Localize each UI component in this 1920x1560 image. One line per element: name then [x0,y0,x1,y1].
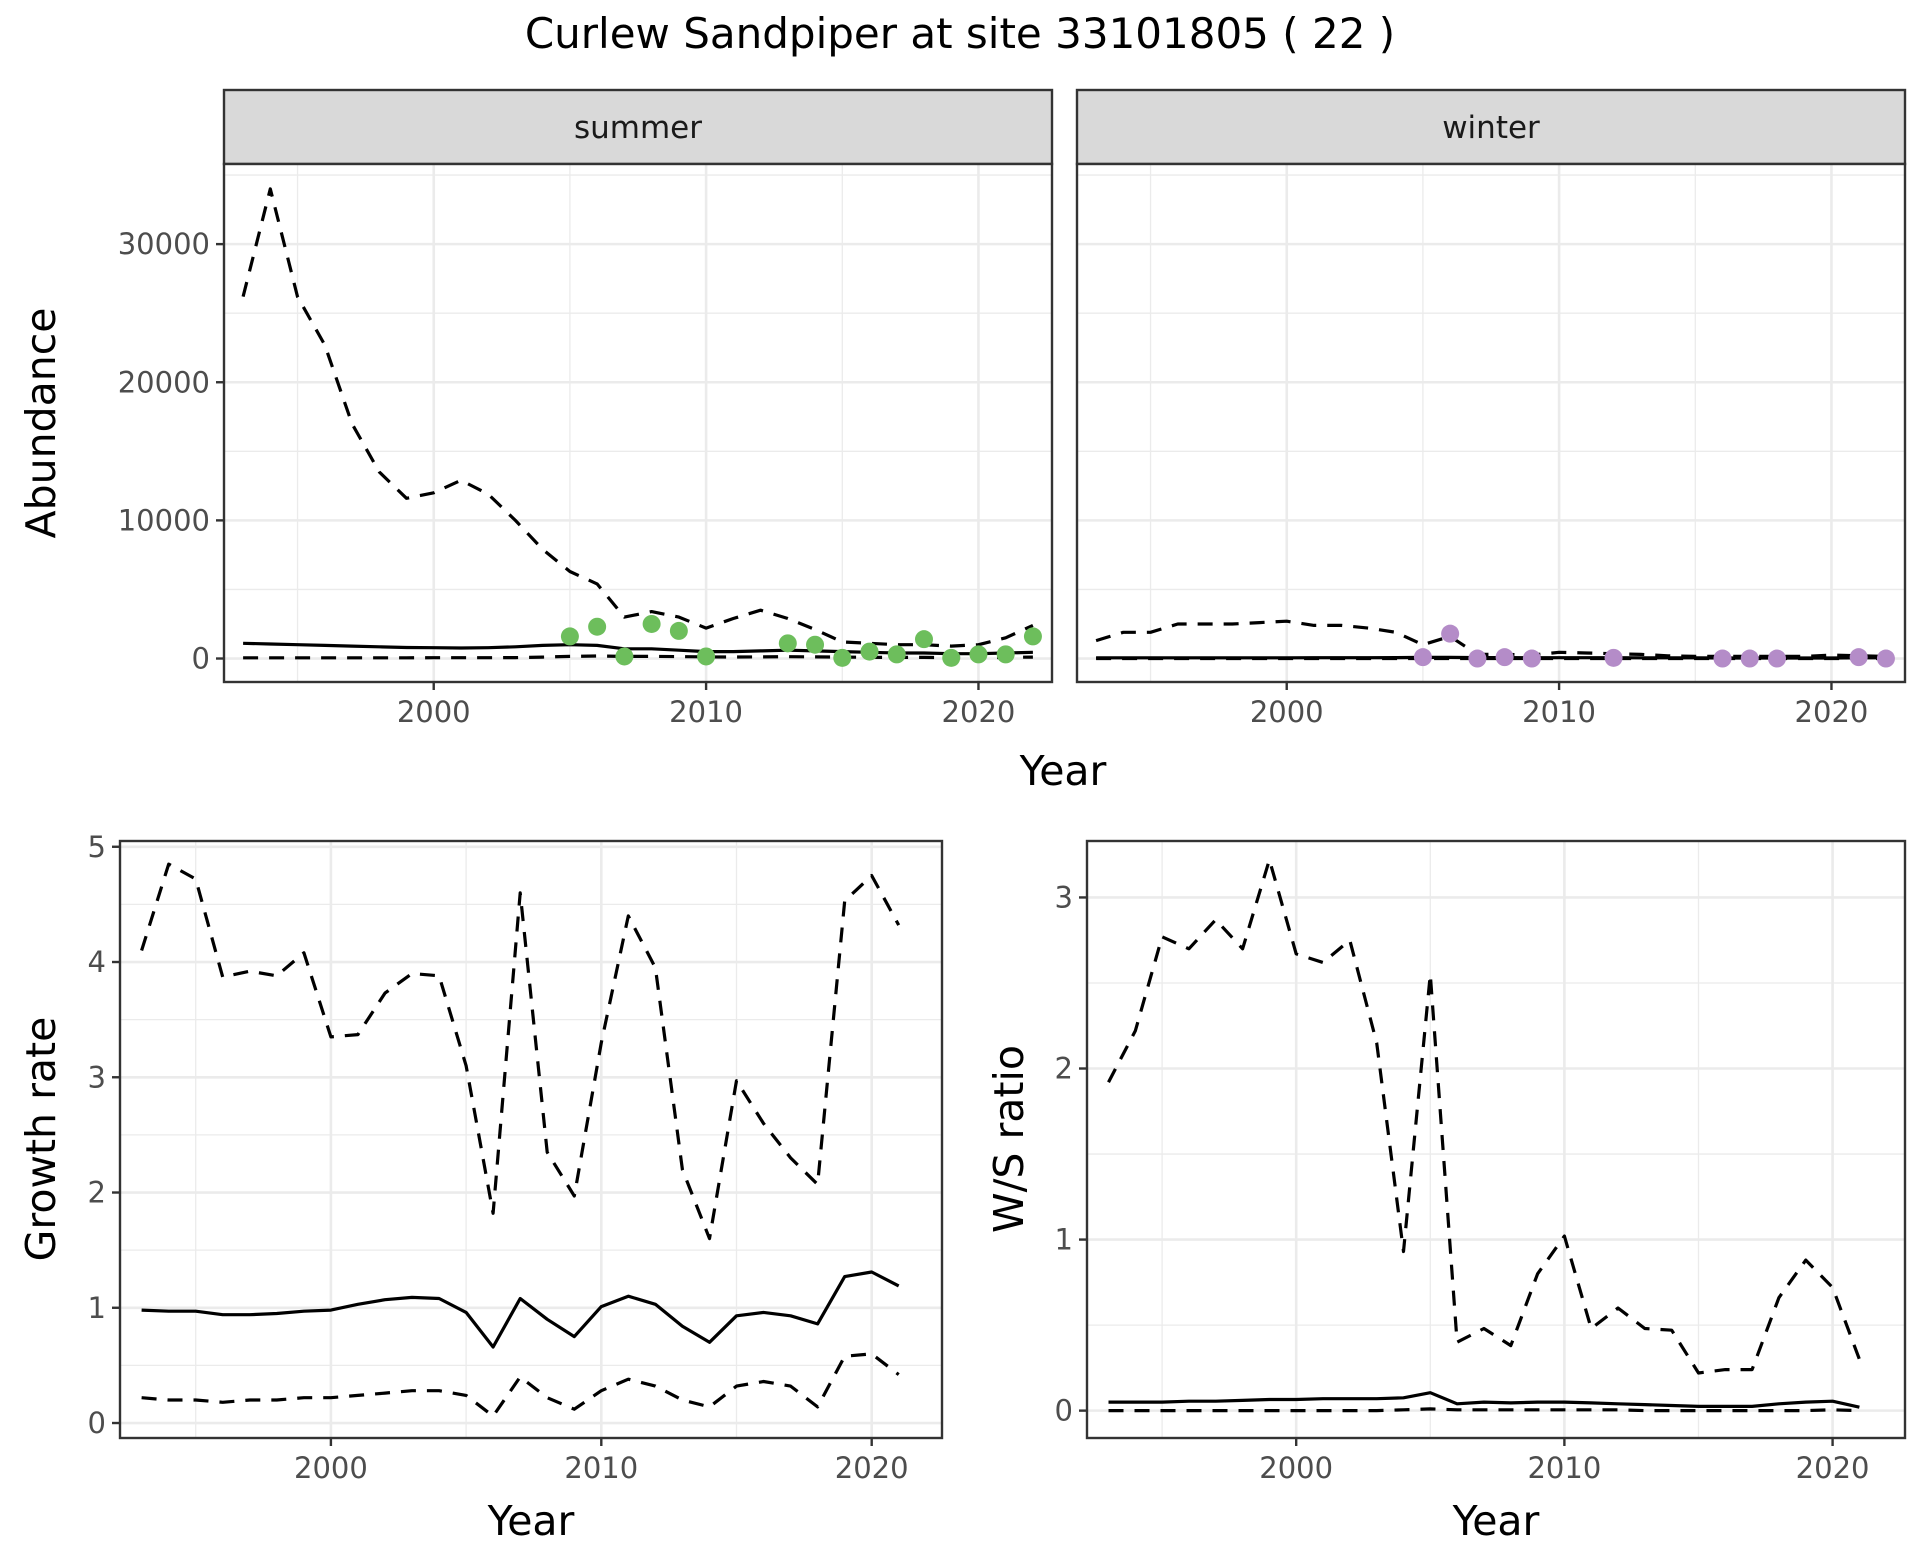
observed-count-point [1849,648,1868,667]
panel-border [1075,162,1907,684]
observed-count-point [1522,649,1541,668]
series-line-upper-bound [241,187,1034,648]
observed-count-point [669,621,688,640]
y-tick-label: 1 [1055,1223,1073,1257]
series-line-upper-bound [1107,858,1861,1375]
facet-summer: summer 2000 2010 2020 0 10000 20000 30000 [118,88,1054,729]
growth-rate-panel: 2000 2010 2020 0 1 2 3 4 5 Growth rate Year [17,830,944,1545]
ratio-y-axis-title: W/S ratio [985,1045,1033,1233]
observed-count-point [996,645,1015,664]
y-tick-label: 3 [88,1060,106,1094]
ratio-x-axis-title: Year [1452,1497,1540,1545]
y-tick-label: 0 [88,1406,106,1440]
observed-count-point [697,647,716,666]
facets-x-axis-title: Year [1019,747,1107,795]
growth-x-axis-title: Year [487,1497,575,1545]
x-tick-label: 2010 [564,1451,638,1485]
x-tick-label: 2020 [835,1451,909,1485]
y-tick-label: 1 [88,1291,106,1325]
figure-title: Curlew Sandpiper at site 33101805 ( 22 ) [525,9,1395,58]
observed-count-point [914,630,933,649]
observed-count-point [560,627,579,646]
ws-ratio-panel: 2000 2010 2020 0 1 2 3 W/S ratio Year [985,839,1907,1545]
y-tick-label: 30000 [118,227,210,261]
observed-count-point [806,635,825,654]
x-tick-label: 2020 [1796,1451,1870,1485]
observed-count-point [860,642,879,661]
observed-count-point [1767,649,1786,668]
facet-strip-label: winter [1442,110,1540,146]
x-tick-label: 2010 [669,695,743,729]
growth-y-axis-title: Growth rate [17,1017,65,1262]
x-tick-label: 2020 [1795,695,1869,729]
observed-count-point [942,648,961,667]
abundance-axis-title: Abundance [17,308,65,539]
series-line-lower-bound [141,1352,900,1418]
observed-count-point [1740,649,1759,668]
observed-count-point [969,645,988,664]
observed-count-point [1441,624,1460,643]
y-tick-label: 5 [88,830,106,864]
observed-count-point [1495,648,1514,667]
y-tick-label: 10000 [118,503,210,537]
panel-background [1087,841,1905,1438]
x-tick-label: 2000 [1250,695,1324,729]
x-tick-label: 2010 [1527,1451,1601,1485]
facet-winter: winter 2000 2010 2020 [1075,88,1907,729]
panel-border [118,839,944,1440]
y-tick-label: 0 [192,642,210,676]
series-lines [1107,858,1861,1413]
y-tick-label: 20000 [118,365,210,399]
observed-count-point [778,634,797,653]
x-tick-label: 2000 [397,695,471,729]
observed-count-point [833,648,852,667]
series-line-upper-bound [140,862,901,1241]
series-line-estimate [141,1270,900,1349]
observed-count-point [1468,649,1487,668]
series-line-lower-bound [1108,1407,1860,1413]
panel-background [1077,164,1905,682]
y-tick-label: 3 [1055,880,1073,914]
observed-count-point [588,617,607,636]
series-lines [140,862,901,1418]
x-tick-label: 2020 [942,695,1016,729]
panel-border [1085,839,1907,1440]
y-tick-label: 0 [1055,1394,1073,1428]
y-tick-label: 2 [1055,1052,1073,1086]
x-tick-label: 2000 [294,1451,368,1485]
observed-count-point [1876,649,1895,668]
x-tick-label: 2010 [1522,695,1596,729]
observed-count-point [1023,627,1042,646]
observed-count-point [642,614,661,633]
facet-strip [222,88,1054,166]
observed-count-point [1604,648,1623,667]
panel-border [222,162,1054,684]
y-tick-label: 2 [88,1176,106,1210]
observed-count-point [887,645,906,664]
facet-strip-label: summer [574,110,702,146]
abundance-facets: summer 2000 2010 2020 0 10000 20000 30000 winter… [118,88,1907,729]
observed-count-point [1713,649,1732,668]
panel-background [224,164,1052,682]
observed-count-point [615,647,634,666]
series-line-upper-bound [1095,619,1886,658]
x-tick-label: 2000 [1259,1451,1333,1485]
panel-background [120,841,942,1438]
y-tick-label: 4 [88,945,106,979]
observed-count-point [1413,648,1432,667]
series-line-estimate [1108,1391,1860,1409]
